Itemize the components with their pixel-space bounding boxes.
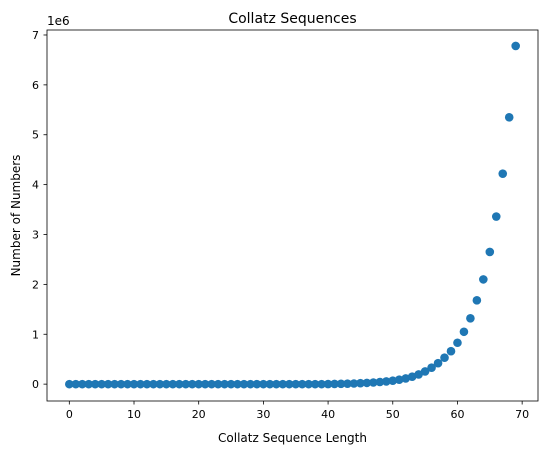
x-axis-ticks: 0 10 20 30 40 50 60 70 (66, 401, 529, 421)
data-point (187, 379, 197, 389)
data-point (349, 379, 359, 388)
y-tick-label: 3 (32, 229, 39, 242)
plot-frame (46, 29, 539, 402)
y-tick-label: 2 (32, 278, 39, 291)
data-point (84, 379, 94, 389)
data-point (369, 378, 378, 387)
data-point (278, 379, 288, 389)
x-tick-label: 30 (256, 408, 270, 421)
data-point (491, 212, 501, 221)
data-point (65, 379, 74, 389)
data-point (233, 379, 242, 389)
x-tick-label: 20 (192, 408, 206, 421)
y-tick-label: 0 (32, 378, 39, 391)
data-point (317, 379, 326, 389)
data-point (297, 379, 307, 389)
data-point (116, 379, 126, 389)
data-point (382, 377, 391, 386)
data-point (194, 379, 203, 389)
data-point (200, 379, 210, 389)
y-axis-label: Number of Numbers (9, 155, 23, 277)
data-point (336, 379, 346, 389)
data-point (433, 358, 443, 368)
data-point (213, 379, 223, 389)
data-point (310, 379, 320, 389)
data-point (446, 346, 456, 356)
data-point (136, 379, 145, 389)
data-point (388, 376, 398, 385)
data-point (459, 327, 469, 337)
y-axis-ticks: 0 1 2 3 4 5 6 7 (32, 29, 47, 391)
y-tick-label: 6 (32, 79, 39, 92)
data-point (252, 379, 262, 389)
data-points (65, 41, 520, 389)
y-tick-label: 5 (32, 129, 39, 142)
x-tick-label: 40 (321, 408, 335, 421)
x-tick-label: 10 (127, 408, 141, 421)
data-point (479, 275, 488, 284)
data-point (472, 296, 482, 305)
x-tick-label: 50 (386, 408, 400, 421)
data-point (259, 379, 268, 389)
data-point (220, 379, 229, 389)
data-point (142, 379, 152, 389)
data-point (174, 379, 184, 389)
data-point (504, 112, 514, 122)
data-point (414, 370, 423, 379)
data-point (129, 379, 139, 389)
data-point (155, 379, 165, 389)
data-point (291, 379, 301, 389)
data-point (246, 379, 255, 389)
x-tick-label: 0 (66, 408, 73, 421)
data-point (343, 379, 352, 388)
data-point (123, 379, 132, 389)
data-point (304, 379, 313, 389)
data-point (407, 372, 417, 381)
data-point (440, 353, 449, 363)
y-tick-label: 1 (32, 328, 39, 341)
data-point (356, 378, 365, 388)
data-point (168, 379, 178, 389)
data-point (226, 379, 236, 389)
chart-title: Collatz Sequences (228, 11, 356, 27)
y-axis-offset-label: 1e6 (47, 14, 70, 28)
data-point (272, 379, 281, 389)
data-point (265, 379, 275, 389)
x-axis-label: Collatz Sequence Length (218, 431, 367, 445)
data-point (71, 379, 81, 389)
x-tick-label: 70 (515, 408, 529, 421)
data-point (453, 338, 462, 348)
data-point (362, 378, 372, 388)
data-point (110, 379, 119, 389)
data-point (420, 367, 430, 376)
data-point (181, 379, 191, 389)
y-tick-label: 7 (32, 29, 39, 42)
data-point (149, 379, 158, 389)
x-tick-label: 60 (450, 408, 464, 421)
data-point (90, 379, 100, 389)
data-point (394, 375, 404, 384)
data-point (485, 247, 495, 257)
data-point (162, 379, 171, 389)
data-point (330, 379, 339, 389)
data-point (77, 379, 87, 389)
data-point (103, 379, 113, 389)
data-point (427, 363, 436, 372)
data-point (511, 41, 520, 51)
data-point (498, 169, 508, 178)
data-point (323, 379, 333, 389)
data-point (375, 377, 385, 387)
data-point (207, 379, 216, 389)
data-point (466, 314, 475, 323)
data-point (239, 379, 249, 389)
data-point (284, 379, 294, 389)
data-point (401, 374, 411, 383)
y-tick-label: 4 (32, 179, 39, 192)
data-point (97, 379, 106, 389)
